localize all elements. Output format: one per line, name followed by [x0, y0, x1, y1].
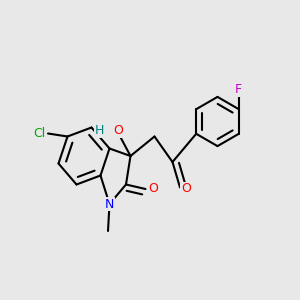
Text: O: O	[114, 124, 123, 137]
Text: O: O	[148, 182, 158, 196]
Text: O: O	[181, 182, 191, 196]
Text: F: F	[235, 83, 242, 96]
Text: H: H	[94, 124, 104, 137]
Text: N: N	[105, 197, 114, 211]
Text: Cl: Cl	[33, 127, 45, 140]
